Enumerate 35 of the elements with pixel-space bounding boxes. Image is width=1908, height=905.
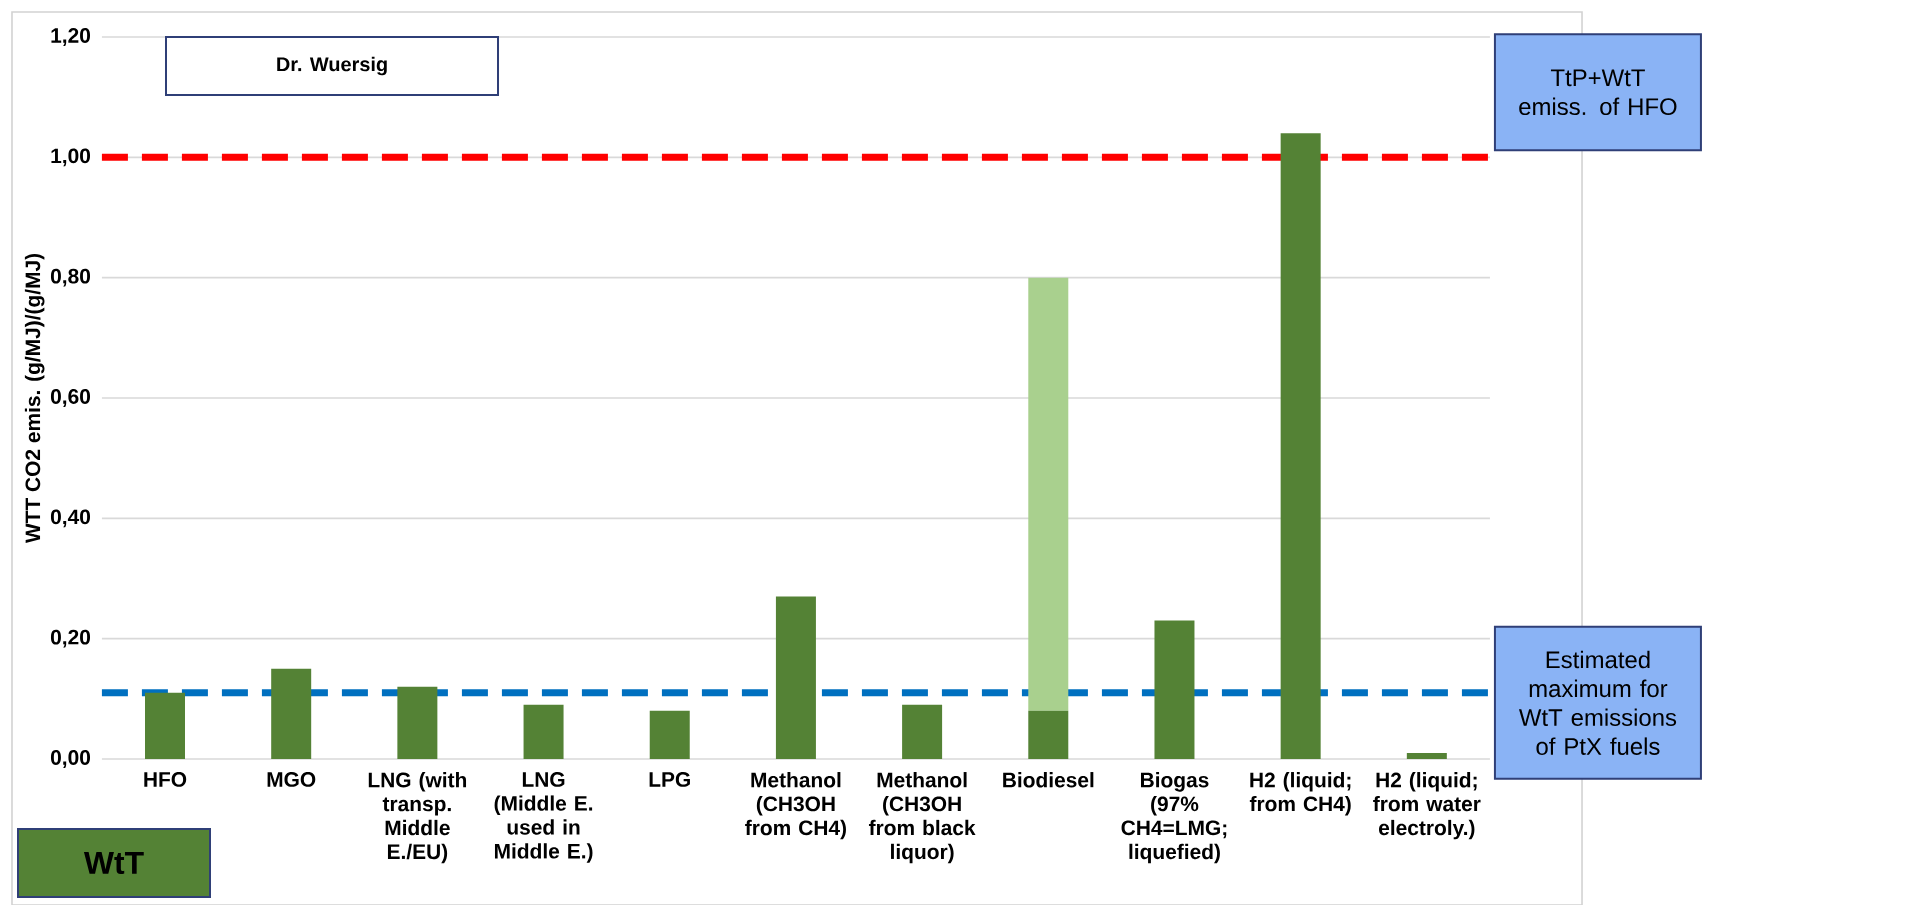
y-tick-label: 1,20 [51,28,91,46]
bar [1154,620,1195,759]
x-tick-label: Biogas (97% CH4=LMG; liquefied) [1121,772,1227,864]
x-tick-label: Biodiesel [1003,772,1094,788]
annotation: Dr. Wuersig [277,56,387,76]
y-tick-label: 0,00 [50,750,91,768]
bar [1028,277,1069,711]
x-tick-label: Methanol (CH3OH from CH4) [745,772,846,840]
x-tick-label: MGO [267,772,316,787]
x-tick-label: LPG [649,772,690,787]
y-tick-label: 0,60 [50,389,91,407]
x-tick-label: Methanol (CH3OH from black liquor) [868,772,976,864]
bar [1280,133,1321,759]
bar [271,668,312,759]
ref-line-label: TtP+WtT emiss. of HFO [1519,69,1677,116]
bar [397,686,438,759]
x-tick-label: H2 (liquid; from CH4) [1249,772,1351,816]
bar [649,710,690,759]
x-tick-label: HFO [144,772,187,787]
text: WtT [83,851,144,875]
bar [775,596,816,759]
bar [523,704,564,759]
y-tick-label: 0,40 [50,509,91,528]
y-tick-label: 1,00 [51,148,91,167]
y-axis-title: WTT CO2 emis. (g/MJ)/(g/MJ) [24,253,45,544]
bar [1406,752,1447,759]
x-tick-label: LNG (Middle E. used in Middle E.) [494,772,593,863]
ref-line-label: Estimated maximum for WtT emissions of PtX fuels [1518,650,1677,755]
bar [902,704,943,759]
bar [1028,710,1069,759]
y-tick-label: 0,80 [50,268,91,287]
x-tick-label: LNG (with transp. Middle E./EU) [368,772,467,864]
y-tick-label: 0,20 [50,629,91,648]
x-tick-label: H2 (liquid; from water electroly.) [1373,772,1481,840]
bar [145,692,185,759]
